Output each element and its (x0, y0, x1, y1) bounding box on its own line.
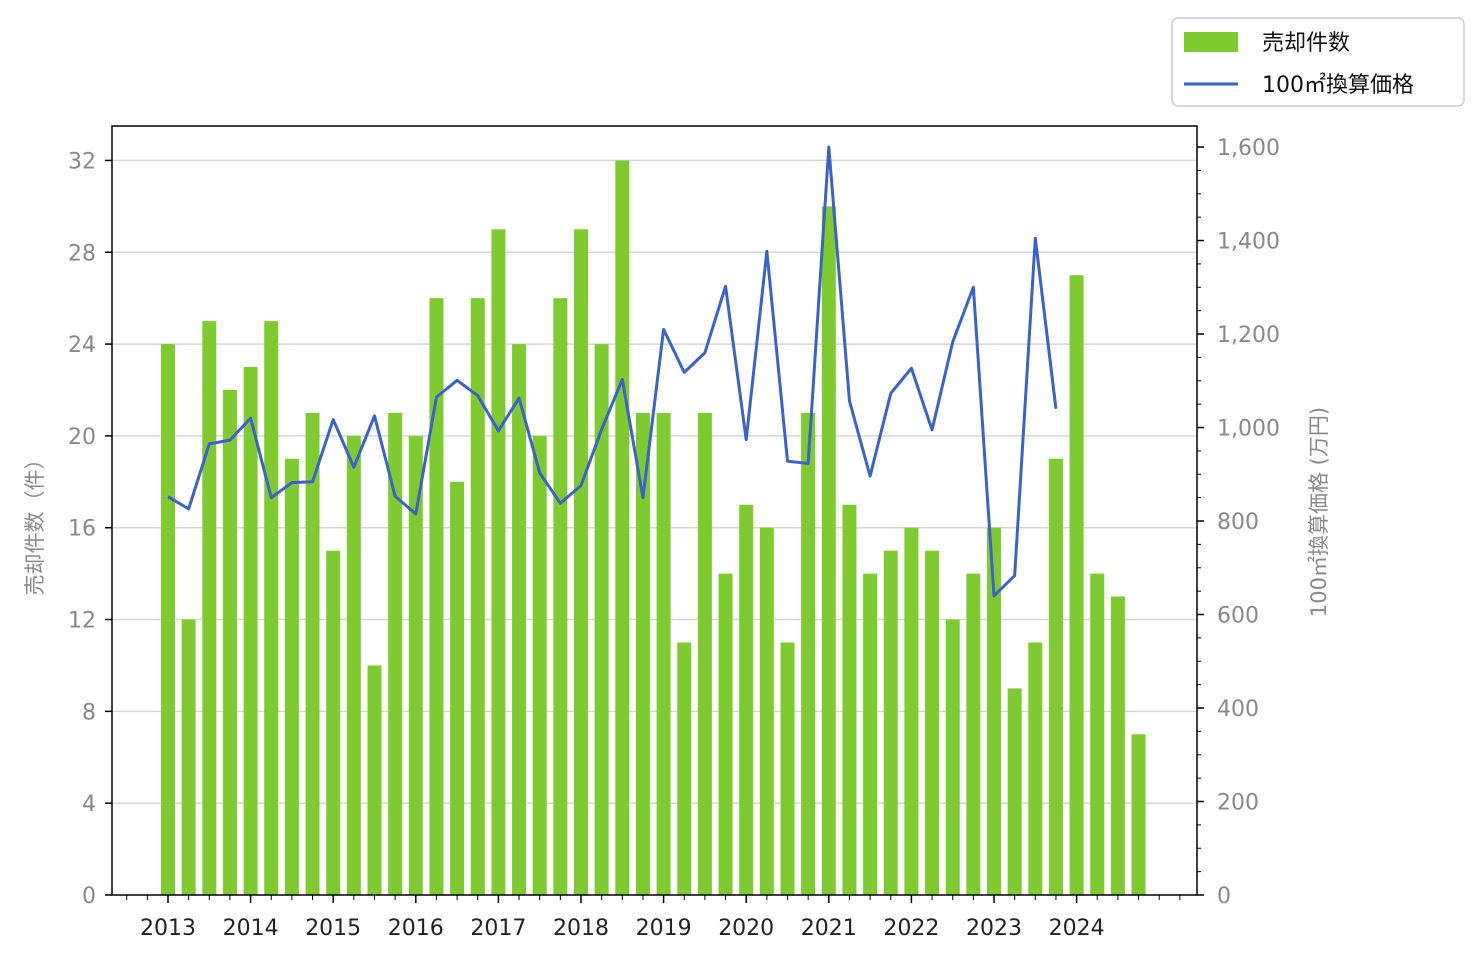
bar (904, 527, 919, 895)
bar (821, 206, 836, 896)
bar (1028, 642, 1043, 895)
y-tick-label-right: 1,600 (1217, 136, 1280, 161)
bar (326, 550, 341, 895)
bar (842, 504, 857, 895)
y-tick-label-left: 8 (82, 700, 96, 725)
x-tick-label: 2016 (388, 916, 444, 941)
y-tick-label-right: 1,400 (1217, 230, 1280, 255)
bar (615, 160, 630, 895)
bar (1069, 275, 1084, 895)
x-tick-label: 2014 (223, 916, 279, 941)
line-series (167, 145, 1058, 598)
bar (512, 344, 527, 896)
x-tick-label: 2021 (801, 916, 857, 941)
bar (181, 619, 196, 895)
bar (987, 527, 1001, 895)
bar (718, 573, 733, 895)
bar (161, 344, 175, 896)
bar (429, 298, 444, 895)
bar (346, 435, 361, 895)
bar (966, 573, 981, 895)
y-tick-label-left: 12 (68, 609, 96, 634)
axis-ticks: 04812162024283202004006008001,0001,2001,… (68, 136, 1280, 941)
y-tick-label-left: 16 (68, 517, 96, 542)
bar (367, 665, 382, 895)
legend-bar-swatch (1184, 32, 1238, 52)
bar (863, 573, 878, 895)
bar (305, 412, 320, 895)
bar (677, 642, 692, 895)
bar (574, 229, 588, 895)
bar (284, 458, 299, 895)
legend-label-bars: 売却件数 (1262, 31, 1350, 56)
bar (1131, 734, 1146, 895)
x-tick-label: 2020 (718, 916, 774, 941)
plot-frame (111, 125, 1198, 896)
bar (408, 435, 423, 895)
x-tick-label: 2022 (883, 916, 939, 941)
y-axis-label-right: 100㎡換算価格 (万円) (1307, 407, 1331, 617)
bar (635, 412, 650, 895)
legend: 売却件数 100㎡換算価格 (1171, 17, 1465, 107)
bar (491, 229, 506, 895)
bar (883, 550, 898, 895)
bar (739, 504, 754, 895)
line-path (167, 145, 1058, 598)
x-tick-label: 2019 (636, 916, 692, 941)
bar (594, 344, 609, 896)
y-tick-label-right: 0 (1217, 884, 1231, 909)
y-tick-label-left: 32 (68, 149, 96, 174)
x-tick-label: 2013 (140, 916, 196, 941)
bar (656, 412, 671, 895)
bar (202, 321, 217, 896)
bar (243, 367, 258, 895)
y-tick-label-left: 20 (68, 425, 96, 450)
x-tick-label: 2024 (1049, 916, 1105, 941)
x-tick-label: 2018 (553, 916, 609, 941)
bar (801, 412, 816, 895)
bar (553, 298, 568, 895)
bar (222, 389, 237, 895)
y-tick-label-right: 800 (1217, 510, 1259, 535)
y-tick-label-right: 1,200 (1217, 323, 1280, 348)
bar (532, 435, 547, 895)
bar (470, 298, 485, 895)
y-tick-label-left: 4 (82, 792, 96, 817)
bar (780, 642, 795, 895)
bar (450, 481, 465, 895)
bar (1090, 573, 1105, 895)
y-axis-label-left: 売却件数（件） (23, 449, 47, 596)
bar (925, 550, 940, 895)
x-tick-label: 2017 (470, 916, 526, 941)
legend-label-line: 100㎡換算価格 (1262, 72, 1414, 98)
y-tick-label-left: 0 (82, 884, 96, 909)
bar (388, 412, 403, 895)
bar (1048, 458, 1063, 895)
bar (264, 321, 279, 896)
x-tick-label: 2023 (966, 916, 1022, 941)
legend-box (1171, 17, 1465, 107)
bar (945, 619, 960, 895)
x-tick-label: 2015 (305, 916, 361, 941)
bar (759, 527, 774, 895)
y-tick-label-left: 28 (68, 241, 96, 266)
bar (1007, 688, 1022, 895)
bar-series (161, 160, 1146, 896)
bar (697, 412, 712, 895)
y-tick-label-left: 24 (68, 333, 96, 358)
bar (1110, 596, 1125, 895)
y-tick-label-right: 600 (1217, 604, 1259, 629)
y-tick-label-right: 400 (1217, 697, 1259, 722)
y-tick-label-right: 1,000 (1217, 417, 1280, 442)
y-tick-label-right: 200 (1217, 791, 1259, 816)
